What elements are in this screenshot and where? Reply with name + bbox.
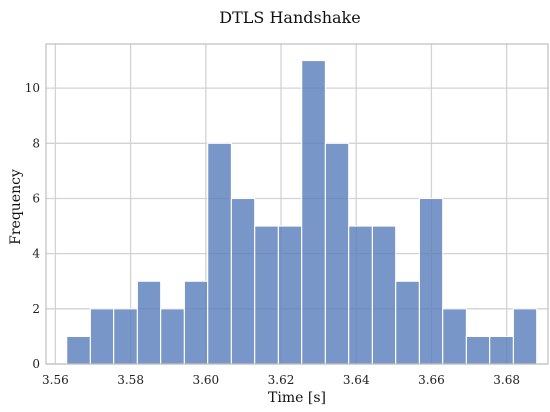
histogram-bar: [348, 225, 373, 365]
y-tick-label: 2: [32, 302, 40, 316]
histogram-bar: [113, 308, 138, 365]
y-tick-label: 6: [32, 191, 40, 205]
histogram-bar: [465, 335, 491, 365]
x-axis-label: Time [s]: [268, 390, 326, 406]
histogram-bar: [89, 308, 115, 365]
x-tick-label: 3.68: [493, 373, 520, 387]
histogram-bar: [66, 335, 91, 365]
histogram-bar: [512, 308, 538, 365]
histogram-bar: [395, 280, 420, 365]
x-tick-label: 3.66: [418, 373, 445, 387]
histogram-bar: [371, 225, 397, 365]
histogram-bar: [183, 280, 209, 365]
histogram-bar: [230, 197, 256, 365]
histogram-bar: [301, 60, 326, 365]
histogram-bar: [418, 197, 444, 365]
plot-frame: [45, 43, 549, 365]
y-tick-label: 10: [25, 81, 40, 95]
y-tick-label: 0: [32, 357, 40, 371]
histogram-bar: [160, 308, 185, 365]
x-tick-label: 3.62: [268, 373, 295, 387]
y-tick-label: 4: [32, 247, 40, 261]
histogram-bar: [254, 225, 279, 365]
y-tick-label: 8: [32, 136, 40, 150]
x-tick-label: 3.56: [42, 373, 69, 387]
histogram-bar: [207, 142, 232, 365]
histogram-bar: [277, 225, 303, 365]
histogram-bar: [136, 280, 162, 365]
x-tick-label: 3.58: [117, 373, 144, 387]
x-tick-label: 3.64: [343, 373, 370, 387]
histogram-bar: [324, 142, 350, 365]
chart-title: DTLS Handshake: [219, 8, 360, 27]
y-axis-label: Frequency: [8, 169, 24, 245]
bars-layer: [66, 60, 538, 365]
histogram-bar: [489, 335, 514, 365]
x-tick-label: 3.60: [192, 373, 219, 387]
tick-layer: 3.56 3.58 3.60 3.62 3.64 3.66 3.68 0 2 4 6 8 10: [25, 81, 520, 387]
histogram-bar: [442, 308, 467, 365]
